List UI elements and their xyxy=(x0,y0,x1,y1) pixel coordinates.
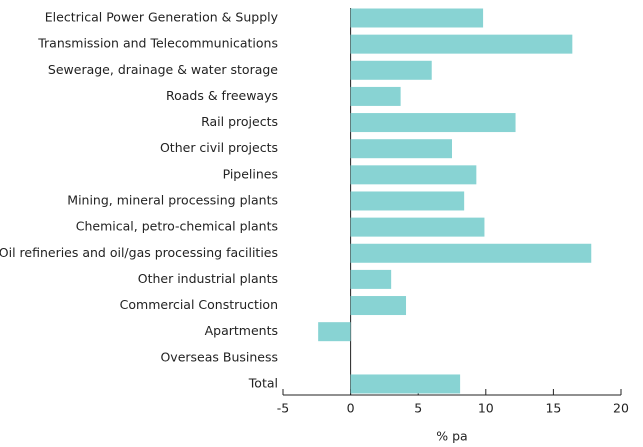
y-tick-label: Sewerage, drainage & water storage xyxy=(48,62,278,77)
x-tick-label: 20 xyxy=(613,401,629,416)
y-tick-label: Pipelines xyxy=(223,166,278,181)
x-tick-label: -5 xyxy=(277,401,289,416)
bar xyxy=(350,374,461,394)
y-tick-label: Apartments xyxy=(205,323,278,338)
y-tick-label: Chemical, petro-chemical plants xyxy=(76,219,278,234)
bar xyxy=(350,165,477,185)
x-tick-label: 5 xyxy=(414,401,422,416)
y-tick-label: Roads & freeways xyxy=(166,88,278,103)
bar xyxy=(350,113,516,133)
y-tick-label: Oil refineries and oil/gas processing fa… xyxy=(0,245,278,260)
x-tick-label: 0 xyxy=(347,401,355,416)
y-tick-label: Overseas Business xyxy=(160,349,278,364)
bar xyxy=(350,86,401,106)
bar xyxy=(350,217,485,237)
bar xyxy=(350,139,452,159)
bar xyxy=(350,243,592,263)
y-tick-label: Rail projects xyxy=(201,114,278,129)
x-axis-label: % pa xyxy=(436,429,467,444)
bar xyxy=(350,34,573,54)
y-tick-label: Electrical Power Generation & Supply xyxy=(45,10,279,25)
y-tick-label: Transmission and Telecommunications xyxy=(37,36,278,51)
bar xyxy=(350,191,465,211)
y-tick-label: Commercial Construction xyxy=(120,297,278,312)
bar xyxy=(350,60,432,80)
bar xyxy=(350,8,484,28)
bar xyxy=(318,322,351,342)
y-tick-label: Other civil projects xyxy=(160,140,278,155)
y-tick-label: Other industrial plants xyxy=(138,271,278,286)
bar xyxy=(350,269,392,289)
y-tick-label: Total xyxy=(248,375,278,390)
y-tick-label: Mining, mineral processing plants xyxy=(67,192,278,207)
x-tick-label: 10 xyxy=(478,401,494,416)
x-tick-label: 15 xyxy=(545,401,561,416)
bar xyxy=(350,296,407,316)
